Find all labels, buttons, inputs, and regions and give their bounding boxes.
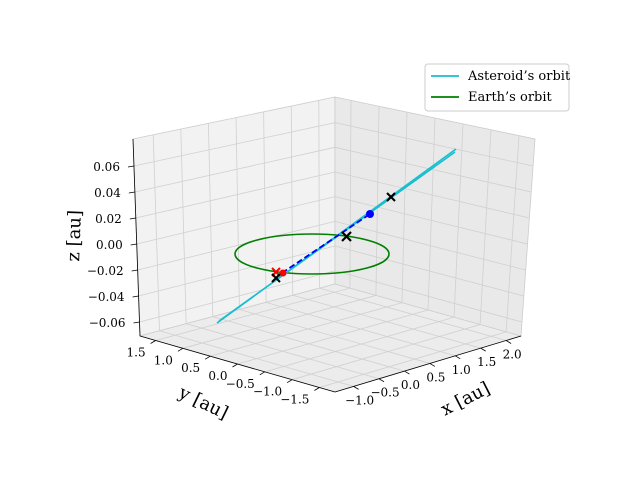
x-gridline [319, 287, 507, 341]
y-gridline [479, 129, 492, 325]
y-gridline [349, 100, 352, 289]
y-tick-label: 0.0 [208, 369, 227, 383]
x-tick [404, 370, 410, 375]
grid-lines [133, 100, 534, 388]
z-gridline [139, 270, 336, 323]
y-gridline [264, 316, 455, 373]
z-tick-label: 0.06 [93, 160, 120, 174]
z-tick [129, 217, 136, 220]
z-tick-label: 0.04 [94, 186, 121, 200]
legend: Asteroid’s orbit Earth’s orbit [424, 63, 571, 112]
y-tick-label: −0.5 [226, 377, 255, 391]
y-tick [177, 347, 184, 352]
y-gridline [505, 135, 520, 332]
y-gridline [291, 324, 481, 381]
y-gridline [375, 106, 380, 296]
x-gridline [208, 123, 214, 317]
z-gridline [134, 146, 336, 193]
blue-point-marker [366, 210, 374, 218]
z-tick-label: −0.06 [89, 316, 126, 330]
y-tick [204, 355, 211, 360]
x-tick-label: 1.5 [477, 355, 496, 369]
y-tick-label: −1.0 [253, 385, 282, 399]
x-axis-label: x [au] [437, 378, 493, 420]
x-tick-label: 2.0 [503, 347, 522, 361]
x-gridline [159, 330, 354, 387]
x-tick-label: −0.5 [370, 386, 399, 400]
x-tick [378, 378, 385, 383]
legend-asteroid-label: Asteroid’s orbit [467, 69, 571, 84]
legend-earth-label: Earth’s orbit [468, 90, 553, 105]
x-tick [455, 355, 461, 360]
y-gridline [237, 309, 429, 365]
y-tick [232, 363, 238, 368]
z-tick [132, 295, 139, 298]
z-gridline [137, 220, 336, 271]
z-tick [128, 191, 135, 194]
black-cross-marker-1 [386, 192, 396, 202]
y-tick-label: 1.5 [127, 345, 146, 359]
z-axis-label: z [au] [63, 210, 86, 262]
x-tick [505, 340, 512, 344]
z-gridline [133, 122, 336, 167]
x-axis-line [334, 335, 522, 393]
y-tick-label: 0.5 [181, 361, 200, 375]
y-tick-label: −1.5 [280, 393, 309, 407]
z-tick-label: 0.00 [96, 238, 123, 252]
x-gridline [186, 323, 380, 380]
x-gridline [292, 294, 481, 349]
z-tick [130, 243, 137, 246]
orbits [216, 148, 457, 324]
z-gridline [135, 171, 336, 219]
z-tick [127, 165, 135, 168]
x-tick-label: 1.0 [452, 363, 471, 377]
y-gridline [427, 117, 436, 311]
z-tick-label: −0.02 [87, 264, 124, 278]
markers [271, 192, 396, 283]
y-gridline [182, 295, 377, 349]
x-gridline [290, 106, 294, 296]
red-point-marker [279, 269, 287, 277]
z-tick [131, 269, 138, 272]
y-tick-label: 1.0 [154, 353, 173, 367]
black-cross-marker-3 [271, 273, 281, 283]
x-gridline [235, 117, 240, 310]
tick-marks [127, 165, 512, 391]
black-cross-marker-2 [341, 231, 352, 242]
earth-orbit-line [234, 233, 390, 275]
z-tick-label: −0.04 [88, 290, 125, 304]
y-tick [314, 387, 320, 391]
z-gridline [138, 245, 336, 297]
z-tick-label: 0.02 [95, 212, 122, 226]
y-tick [259, 371, 266, 376]
y-gridline [401, 112, 408, 303]
x-tick [353, 386, 359, 390]
x-gridline [318, 100, 320, 289]
y-gridline [155, 287, 350, 341]
y-tick [150, 340, 156, 344]
y-axis-label: y [au] [174, 382, 231, 424]
x-tick [429, 363, 436, 367]
x-gridline [152, 134, 160, 331]
y-gridline [319, 331, 507, 388]
legend-box [424, 63, 570, 112]
y-tick [286, 379, 293, 384]
y-gridline [453, 123, 464, 318]
x-tick-label: 0.0 [401, 378, 420, 392]
z-gridline [136, 196, 336, 245]
z-axis-line [132, 138, 141, 337]
x-gridline [212, 316, 405, 372]
x-gridline [239, 309, 430, 364]
x-tick-label: −1.0 [345, 393, 374, 407]
x-gridline [180, 129, 187, 324]
y-gridline [210, 302, 403, 357]
x-tick [480, 347, 486, 352]
x-gridline [265, 301, 456, 357]
tick-labels: 0.06 0.04 0.02 0.00 −0.02 −0.04 −0.06 1.5 1.0 0.5… [87, 160, 522, 407]
x-tick-label: 0.5 [426, 370, 445, 384]
z-tick [133, 321, 140, 324]
